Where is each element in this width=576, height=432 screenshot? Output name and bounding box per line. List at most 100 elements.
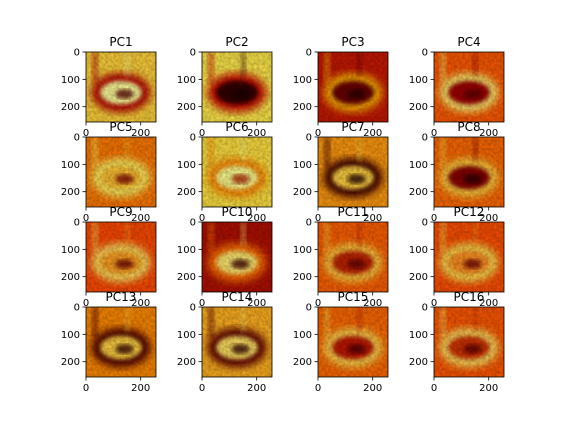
x-tick-label: 200 [363, 298, 382, 309]
subplot: PC6 0 200 0 100 200 [177, 120, 273, 224]
y-tick-label: 200 [293, 357, 312, 368]
subplot-title: PC11 [338, 205, 369, 219]
y-tick-label: 0 [422, 48, 428, 59]
axes-frame [433, 51, 505, 123]
heatmap-image [318, 307, 388, 377]
subplot-title: PC1 [109, 35, 132, 49]
axes-frame [201, 306, 273, 378]
axes-frame [85, 136, 157, 208]
y-tick-label: 100 [293, 75, 312, 86]
x-tick-label: 0 [83, 383, 89, 394]
heatmap-image [434, 222, 504, 292]
x-tick-label: 200 [131, 383, 150, 394]
x-tick-label: 0 [83, 213, 89, 224]
y-tick-label: 200 [409, 102, 428, 113]
x-tick-label: 200 [363, 128, 382, 139]
x-tick-label: 200 [247, 128, 266, 139]
x-tick-label: 200 [363, 383, 382, 394]
y-tick-label: 200 [61, 187, 80, 198]
heatmap-image [434, 137, 504, 207]
x-tick-label: 200 [131, 298, 150, 309]
x-tick-label: 0 [199, 383, 205, 394]
y-tick-label: 100 [409, 330, 428, 341]
y-tick-label: 100 [61, 160, 80, 171]
y-tick-label: 0 [190, 218, 196, 229]
subplot-title: PC16 [454, 290, 485, 304]
subplot: PC8 0 200 0 100 200 [409, 120, 505, 224]
heatmap-image [86, 222, 156, 292]
x-tick-label: 0 [431, 128, 437, 139]
y-tick-label: 100 [61, 245, 80, 256]
y-tick-label: 100 [61, 75, 80, 86]
y-tick-label: 200 [61, 272, 80, 283]
x-tick-label: 0 [315, 383, 321, 394]
subplot: PC5 0 200 0 100 200 [61, 120, 157, 224]
subplot-title: PC8 [457, 120, 480, 134]
subplot: PC7 0 200 0 100 200 [293, 120, 389, 224]
heatmap-image [86, 307, 156, 377]
y-tick-label: 0 [306, 133, 312, 144]
y-tick-label: 200 [409, 187, 428, 198]
axes-frame [201, 51, 273, 123]
y-tick-label: 0 [74, 48, 80, 59]
heatmap-image [202, 222, 272, 292]
x-tick-label: 0 [199, 128, 205, 139]
x-tick-label: 200 [479, 383, 498, 394]
y-tick-label: 0 [190, 133, 196, 144]
heatmap-image [202, 307, 272, 377]
subplot: PC11 0 200 0 100 200 [293, 205, 389, 309]
y-tick-label: 200 [177, 187, 196, 198]
heatmap-image [318, 222, 388, 292]
y-tick-label: 0 [190, 48, 196, 59]
subplot: PC3 0 200 0 100 200 [293, 35, 389, 139]
x-tick-label: 0 [199, 213, 205, 224]
y-tick-label: 0 [74, 303, 80, 314]
y-tick-label: 100 [293, 330, 312, 341]
y-tick-label: 200 [293, 187, 312, 198]
heatmap-image [86, 52, 156, 122]
axes-frame [85, 306, 157, 378]
y-tick-label: 0 [74, 133, 80, 144]
y-tick-label: 200 [409, 272, 428, 283]
y-tick-label: 200 [61, 102, 80, 113]
x-tick-label: 0 [431, 213, 437, 224]
axes-frame [317, 221, 389, 293]
x-tick-label: 200 [247, 298, 266, 309]
subplot-title: PC6 [225, 120, 248, 134]
y-tick-label: 200 [177, 272, 196, 283]
subplot-title: PC13 [106, 290, 137, 304]
axes-frame [85, 221, 157, 293]
subplot: PC1 0 200 0 100 200 [61, 35, 157, 139]
subplot-title: PC4 [457, 35, 480, 49]
subplot-title: PC3 [341, 35, 364, 49]
subplot-title: PC2 [225, 35, 248, 49]
y-tick-label: 200 [61, 357, 80, 368]
subplot: PC15 0 200 0 100 200 [293, 290, 389, 394]
axes-frame [85, 51, 157, 123]
subplot-title: PC7 [341, 120, 364, 134]
y-tick-label: 0 [74, 218, 80, 229]
y-tick-label: 0 [190, 303, 196, 314]
x-tick-label: 0 [431, 298, 437, 309]
y-tick-label: 100 [177, 160, 196, 171]
x-tick-label: 0 [315, 128, 321, 139]
axes-frame [317, 136, 389, 208]
y-tick-label: 0 [306, 303, 312, 314]
subplot: PC10 0 200 0 100 200 [177, 205, 273, 309]
heatmap-image [318, 137, 388, 207]
y-tick-label: 100 [177, 330, 196, 341]
subplot: PC16 0 200 0 100 200 [409, 290, 505, 394]
heatmap-image [202, 137, 272, 207]
x-tick-label: 0 [315, 298, 321, 309]
subplot: PC13 0 200 0 100 200 [61, 290, 157, 394]
subplot-title: PC10 [222, 205, 253, 219]
y-tick-label: 100 [409, 75, 428, 86]
y-tick-label: 200 [177, 102, 196, 113]
x-tick-label: 200 [131, 128, 150, 139]
heatmap-image [86, 137, 156, 207]
x-tick-label: 0 [83, 128, 89, 139]
x-tick-label: 200 [247, 213, 266, 224]
x-tick-label: 0 [315, 213, 321, 224]
y-tick-label: 200 [409, 357, 428, 368]
